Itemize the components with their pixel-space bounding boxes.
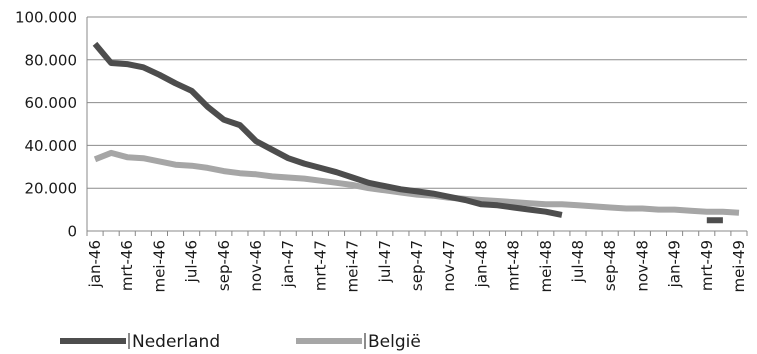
- x-tick-label: jul-47: [376, 240, 394, 283]
- y-axis: 0 20.000 40.000 60.000 80.000 100.000: [15, 9, 88, 241]
- legend-label-belgie: België: [368, 332, 421, 352]
- x-tick-label: mei-49: [730, 240, 748, 293]
- x-tick-label: nov-48: [633, 240, 651, 292]
- x-tick-label: mei-47: [344, 240, 362, 293]
- x-tick-label: jan-46: [86, 240, 104, 288]
- y-tick-label: 80.000: [25, 51, 78, 69]
- x-tick-label: jul-46: [183, 240, 201, 283]
- x-tick-label: jan-48: [472, 240, 490, 288]
- x-tick-label: mrt-47: [311, 240, 329, 291]
- x-axis: jan-46 mrt-46 mei-46 jul-46 sep-46 nov-46 jan-…: [86, 231, 748, 293]
- series-lines: [92, 41, 740, 224]
- x-tick-label: nov-46: [247, 240, 265, 292]
- y-tick-label: 100.000: [15, 9, 77, 27]
- x-tick-label: sep-48: [601, 240, 619, 291]
- series-line-nederland: [92, 41, 563, 218]
- legend: Nederland België: [60, 332, 421, 352]
- gridlines: [87, 16, 747, 232]
- x-tick-label: mrt-48: [505, 240, 523, 291]
- x-tick-label: mei-46: [150, 240, 168, 293]
- x-tick-label: mrt-46: [118, 240, 136, 291]
- x-tick-label: sep-47: [408, 240, 426, 291]
- y-tick-label: 40.000: [25, 137, 78, 155]
- x-tick-label: jan-47: [279, 240, 297, 288]
- x-tick-label: nov-47: [440, 240, 458, 292]
- y-tick-label: 20.000: [25, 180, 78, 198]
- y-tick-label: 0: [67, 223, 77, 241]
- series-line-belgi-: [93, 149, 740, 216]
- x-tick-label: jan-49: [666, 240, 684, 288]
- legend-label-nederland: Nederland: [132, 332, 220, 352]
- y-tick-label: 60.000: [25, 94, 78, 112]
- x-tick-label: sep-46: [215, 240, 233, 291]
- x-tick-label: jul-48: [569, 240, 587, 283]
- x-tick-label: mrt-49: [698, 240, 716, 291]
- x-tick-label: mei-48: [537, 240, 555, 293]
